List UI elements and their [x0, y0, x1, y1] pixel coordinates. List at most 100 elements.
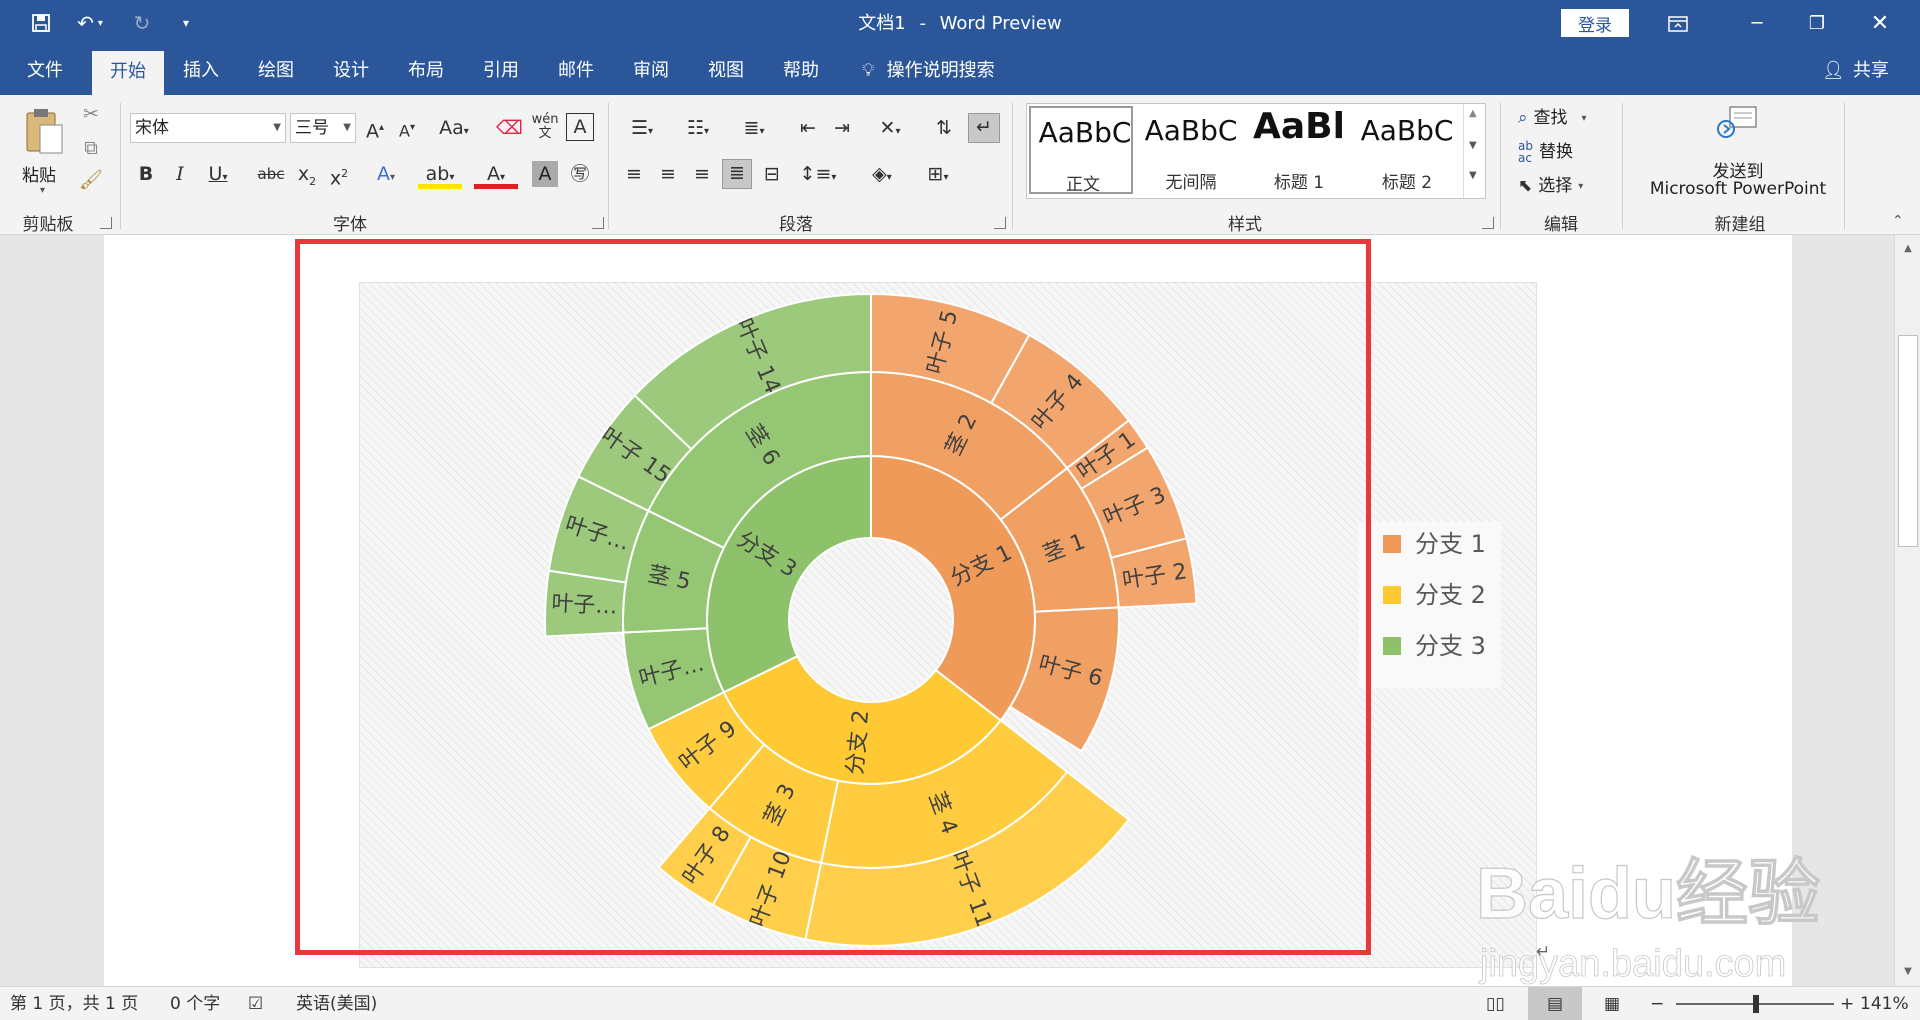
- text-effects-icon[interactable]: A▾: [376, 163, 396, 185]
- find-button[interactable]: ⌕ 查找 ▾: [1518, 105, 1587, 131]
- collapse-ribbon-icon[interactable]: ⌃: [1892, 213, 1904, 229]
- styles-more-icon[interactable]: ▼: [1469, 170, 1477, 181]
- close-icon[interactable]: ✕: [1870, 11, 1890, 36]
- highlight-color-icon[interactable]: ab▾: [418, 161, 462, 189]
- tab-review[interactable]: 审阅: [633, 60, 669, 81]
- grow-font-icon[interactable]: A▴: [365, 120, 385, 143]
- undo-icon[interactable]: ↶ ▾: [77, 11, 103, 35]
- sort-icon[interactable]: ⇅: [936, 117, 952, 139]
- align-right-icon[interactable]: ≡: [694, 163, 710, 185]
- word-count[interactable]: 0 个字: [170, 994, 221, 1014]
- font-color-icon[interactable]: A▾: [474, 161, 518, 189]
- tab-help[interactable]: 帮助: [783, 60, 819, 81]
- strikethrough-icon[interactable]: abc: [257, 165, 285, 183]
- send-to-powerpoint-button[interactable]: 发送到 Microsoft PowerPoint: [1640, 101, 1836, 203]
- save-icon[interactable]: [26, 9, 56, 37]
- clipboard-launcher-icon[interactable]: [100, 217, 112, 229]
- vertical-scrollbar[interactable]: ▲ ▼: [1894, 235, 1920, 986]
- superscript-icon[interactable]: x2: [329, 167, 349, 190]
- proofing-icon[interactable]: ☑: [248, 994, 264, 1014]
- cut-icon[interactable]: ✂: [83, 103, 99, 125]
- chart-legend[interactable]: 分支 1 分支 2 分支 3: [1359, 522, 1501, 688]
- zoom-level[interactable]: 141%: [1860, 994, 1909, 1014]
- phonetic-guide-icon[interactable]: wén 文: [531, 112, 559, 141]
- sunburst-segment[interactable]: [1008, 606, 1120, 753]
- font-launcher-icon[interactable]: [592, 217, 604, 229]
- font-size-combo[interactable]: 三号 ▼: [290, 113, 356, 143]
- tab-layout[interactable]: 布局: [408, 60, 444, 81]
- shading-icon[interactable]: ◈▾: [872, 163, 892, 185]
- tab-view[interactable]: 视图: [708, 60, 744, 81]
- ribbon-display-options-icon[interactable]: [1648, 0, 1708, 47]
- paste-button[interactable]: 粘贴 ▾: [14, 103, 74, 203]
- style-no-spacing[interactable]: AaBbC 无间隔: [1137, 106, 1245, 194]
- styles-down-icon[interactable]: ▼: [1469, 140, 1477, 151]
- minimize-icon[interactable]: ─: [1751, 13, 1763, 34]
- restore-icon[interactable]: ❐: [1808, 13, 1826, 34]
- replace-button[interactable]: ab ac 替换: [1518, 139, 1573, 165]
- character-border-icon[interactable]: A: [566, 113, 594, 141]
- zoom-in-icon[interactable]: +: [1840, 994, 1855, 1014]
- customize-toolbar-icon[interactable]: ▾: [182, 16, 190, 30]
- style-heading-1[interactable]: AaBl 标题 1: [1245, 106, 1353, 194]
- font-name-combo[interactable]: 宋体 ▼: [130, 113, 286, 143]
- change-case-icon[interactable]: Aa▾: [439, 117, 469, 139]
- sunburst-segment[interactable]: [657, 806, 753, 907]
- increase-indent-icon[interactable]: ⇥: [834, 117, 850, 139]
- scroll-thumb[interactable]: [1898, 335, 1918, 547]
- bold-icon[interactable]: B: [138, 163, 154, 185]
- underline-icon[interactable]: U▾: [208, 163, 228, 185]
- align-center-icon[interactable]: ≡: [660, 163, 676, 185]
- read-mode-icon[interactable]: ▯▯: [1486, 994, 1505, 1014]
- tab-file[interactable]: 文件: [27, 60, 63, 81]
- sunburst-segment[interactable]: [1109, 537, 1198, 609]
- tab-mailings[interactable]: 邮件: [558, 60, 594, 81]
- redo-icon[interactable]: ↻: [133, 11, 151, 35]
- tab-insert[interactable]: 插入: [183, 60, 219, 81]
- clear-formatting-icon[interactable]: ⌫: [496, 117, 523, 139]
- style-normal[interactable]: AaBbC 正文: [1029, 106, 1133, 195]
- justify-icon[interactable]: ≣: [722, 159, 752, 189]
- enclose-characters-icon[interactable]: ㊢: [570, 163, 590, 185]
- tab-references[interactable]: 引用: [483, 60, 519, 81]
- tab-design[interactable]: 设计: [333, 60, 369, 81]
- select-button[interactable]: ⬉ 选择 ▾: [1518, 173, 1583, 199]
- subscript-icon[interactable]: x2: [297, 163, 317, 188]
- align-left-icon[interactable]: ≡: [626, 163, 642, 185]
- borders-icon[interactable]: ⊞▾: [927, 163, 949, 185]
- line-spacing-icon[interactable]: ↕≡▾: [799, 163, 837, 185]
- styles-launcher-icon[interactable]: [1482, 217, 1494, 229]
- format-painter-icon[interactable]: 🖌︎: [78, 169, 104, 191]
- tab-draw[interactable]: 绘图: [258, 60, 294, 81]
- character-shading-icon[interactable]: A: [532, 161, 558, 187]
- copy-icon[interactable]: ⧉: [84, 137, 98, 159]
- numbering-icon[interactable]: ☷▾: [686, 117, 710, 139]
- web-layout-icon[interactable]: ▦: [1604, 994, 1621, 1014]
- login-button[interactable]: 登录: [1561, 9, 1629, 37]
- sunburst-segment[interactable]: [633, 292, 872, 451]
- zoom-slider-thumb[interactable]: [1753, 995, 1759, 1013]
- scroll-down-icon[interactable]: ▼: [1904, 966, 1912, 977]
- paragraph-launcher-icon[interactable]: [994, 217, 1006, 229]
- zoom-slider[interactable]: [1676, 995, 1834, 1013]
- share-button[interactable]: 👤︎ 共享: [1822, 47, 1889, 95]
- show-hide-marks-icon[interactable]: ↵: [968, 113, 1000, 143]
- distributed-icon[interactable]: ⊟: [764, 163, 780, 185]
- shrink-font-icon[interactable]: A▾: [399, 121, 415, 141]
- style-heading-2[interactable]: AaBbC 标题 2: [1353, 106, 1461, 194]
- multilevel-list-icon[interactable]: ≣▾: [743, 117, 765, 139]
- decrease-indent-icon[interactable]: ⇤: [800, 117, 816, 139]
- tell-me-search[interactable]: 💡︎ 操作说明搜索: [862, 47, 995, 95]
- scroll-up-icon[interactable]: ▲: [1904, 243, 1912, 254]
- chinese-layout-icon[interactable]: ✕▾: [879, 117, 901, 139]
- tab-home[interactable]: 开始: [92, 51, 164, 95]
- search-icon: ⌕: [1518, 108, 1528, 128]
- page-count[interactable]: 第 1 页，共 1 页: [10, 994, 139, 1014]
- italic-icon[interactable]: I: [176, 163, 184, 185]
- bullets-icon[interactable]: ☰▾: [630, 117, 654, 139]
- language[interactable]: 英语(美国): [296, 994, 378, 1014]
- zoom-out-icon[interactable]: −: [1650, 994, 1665, 1014]
- styles-up-icon[interactable]: ▲: [1469, 108, 1477, 119]
- print-layout-icon[interactable]: ▤: [1528, 987, 1582, 1020]
